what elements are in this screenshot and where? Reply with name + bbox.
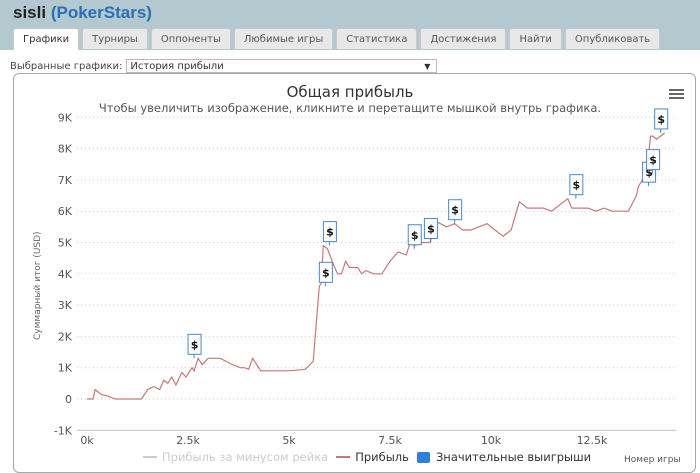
svg-text:$: $ [427,223,435,236]
chart-subtitle: Чтобы увеличить изображение, кликните и … [98,101,602,115]
dollar-flag-icon[interactable]: $ [423,218,438,243]
legend-item-profit[interactable]: Прибыль [336,450,409,464]
svg-text:8K: 8K [58,143,73,156]
dollar-flag-icon[interactable]: $ [448,199,463,224]
svg-text:$: $ [645,166,653,179]
svg-text:-1K: -1K [54,424,73,437]
legend-line-icon [336,456,351,458]
svg-text:4K: 4K [58,268,73,281]
y-axis-label: Суммарный итог (USD) [33,231,43,340]
svg-text:$: $ [573,179,581,192]
svg-text:0k: 0k [80,434,94,447]
grid-lines [77,116,676,431]
legend-item-rake-profit[interactable]: Прибыль за минусом рейка [143,450,328,464]
svg-text:$: $ [657,113,665,126]
dollar-flag-icon[interactable]: $ [407,224,422,249]
tab-bar: Графики Турниры Оппоненты Любимые игры С… [13,28,661,50]
dollar-flag-icon[interactable]: $ [187,333,202,359]
y-axis-ticks: 9K 8K 7K 6K 5K 4K 3K 2K 1K 0 -1K [54,111,73,437]
dollar-flag-icon[interactable]: $ [646,149,661,174]
tab-tournaments[interactable]: Турниры [82,28,148,49]
chart-selector-dropdown[interactable]: История прибыли ▼ [126,59,438,73]
svg-text:$: $ [649,154,657,167]
tab-statistics[interactable]: Статистика [336,28,418,49]
svg-text:1K: 1K [58,362,73,375]
svg-text:$: $ [411,229,419,242]
svg-text:3K: 3K [58,299,73,312]
svg-text:0: 0 [65,393,72,406]
site-link[interactable]: PokerStars [56,3,147,22]
chart-legend: Прибыль за минусом рейка Прибыль Значите… [143,450,599,464]
svg-text:$: $ [322,266,330,279]
svg-text:$: $ [191,338,199,351]
dropdown-arrow-icon: ▼ [424,62,431,71]
legend-box-icon [416,451,430,463]
hamburger-menu-icon[interactable] [669,89,684,101]
x-axis-ticks: 0k 2.5k 5k 7.5k 10k 12.5k [80,434,608,447]
player-name: sisli [13,3,47,22]
tab-favorite-games[interactable]: Любимые игры [233,28,334,49]
svg-text:5k: 5k [282,434,296,447]
dollar-flag-icon[interactable]: $ [569,174,584,199]
dollar-flag-icon[interactable]: $ [654,108,669,133]
legend-line-icon [143,456,157,458]
svg-text:12.5k: 12.5k [577,434,608,447]
page-title: sisli (PokerStars) [13,3,152,22]
tab-search[interactable]: Найти [509,28,562,49]
svg-text:9K: 9K [58,111,73,124]
svg-text:10k: 10k [481,434,502,447]
chart-selector-value: История прибыли [130,61,224,72]
tab-opponents[interactable]: Оппоненты [150,28,231,49]
big-win-markers: $$$ $ $$$$$$ [187,108,669,359]
svg-text:7K: 7K [58,174,73,187]
svg-text:$: $ [326,226,334,239]
svg-text:$: $ [451,204,459,217]
dollar-flag-icon[interactable]: $ [322,221,337,246]
dollar-flag-icon[interactable]: $ [318,261,333,287]
chart-title: Общая прибыль [286,83,414,101]
tab-achievements[interactable]: Достижения [420,28,507,49]
svg-text:7.5k: 7.5k [378,434,402,447]
legend-item-big-wins[interactable]: Значительные выигрыши [416,450,591,464]
tab-charts[interactable]: Графики [13,28,80,50]
svg-text:5K: 5K [58,237,73,250]
x-axis-label: Номер игры [624,455,681,465]
chart-selector-row: Выбранные графики: История прибыли ▼ [10,59,438,73]
svg-text:2.5k: 2.5k [176,434,200,447]
profit-line [87,132,666,400]
chart-selector-label: Выбранные графики: [10,60,123,72]
svg-text:6K: 6K [58,205,73,218]
tab-publish[interactable]: Опубликовать [564,28,661,49]
svg-text:2K: 2K [58,330,73,343]
